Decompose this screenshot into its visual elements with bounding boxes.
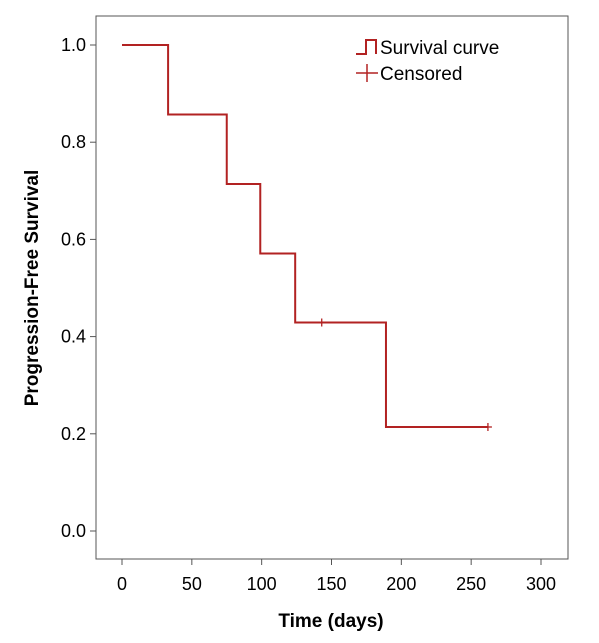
censored-marker — [317, 318, 326, 327]
x-tick-label: 0 — [117, 574, 127, 594]
survival-curve-line — [122, 44, 488, 428]
y-axis-title: Progression-Free Survival — [22, 170, 43, 407]
legend-survival-label: Survival curve — [380, 38, 499, 59]
legend-survival-swatch — [356, 39, 377, 55]
x-tick-label: 300 — [526, 574, 556, 594]
censored-marker — [483, 422, 492, 431]
y-tick-label: 0.2 — [61, 424, 86, 444]
plot-frame — [95, 15, 569, 560]
series-layer — [122, 44, 492, 431]
x-tick-label: 250 — [456, 574, 486, 594]
x-tick-label: 50 — [182, 574, 202, 594]
y-tick-label: 0.0 — [61, 521, 86, 541]
legend-censored-label: Censored — [380, 64, 462, 85]
x-tick-label: 100 — [247, 574, 277, 594]
legend: Survival curve Censored — [356, 38, 499, 85]
x-axis-title: Time (days) — [278, 611, 383, 632]
axes: 0.0 0.2 0.4 0.6 0.8 1.0 0 50 100 150 200 250 300 — [61, 35, 556, 594]
y-tick-label: 0.8 — [61, 132, 86, 152]
y-tick-label: 1.0 — [61, 35, 86, 55]
y-tick-label: 0.4 — [61, 327, 86, 347]
y-tick-label: 0.6 — [61, 229, 86, 249]
x-tick-label: 200 — [386, 574, 416, 594]
x-tick-label: 150 — [316, 574, 346, 594]
